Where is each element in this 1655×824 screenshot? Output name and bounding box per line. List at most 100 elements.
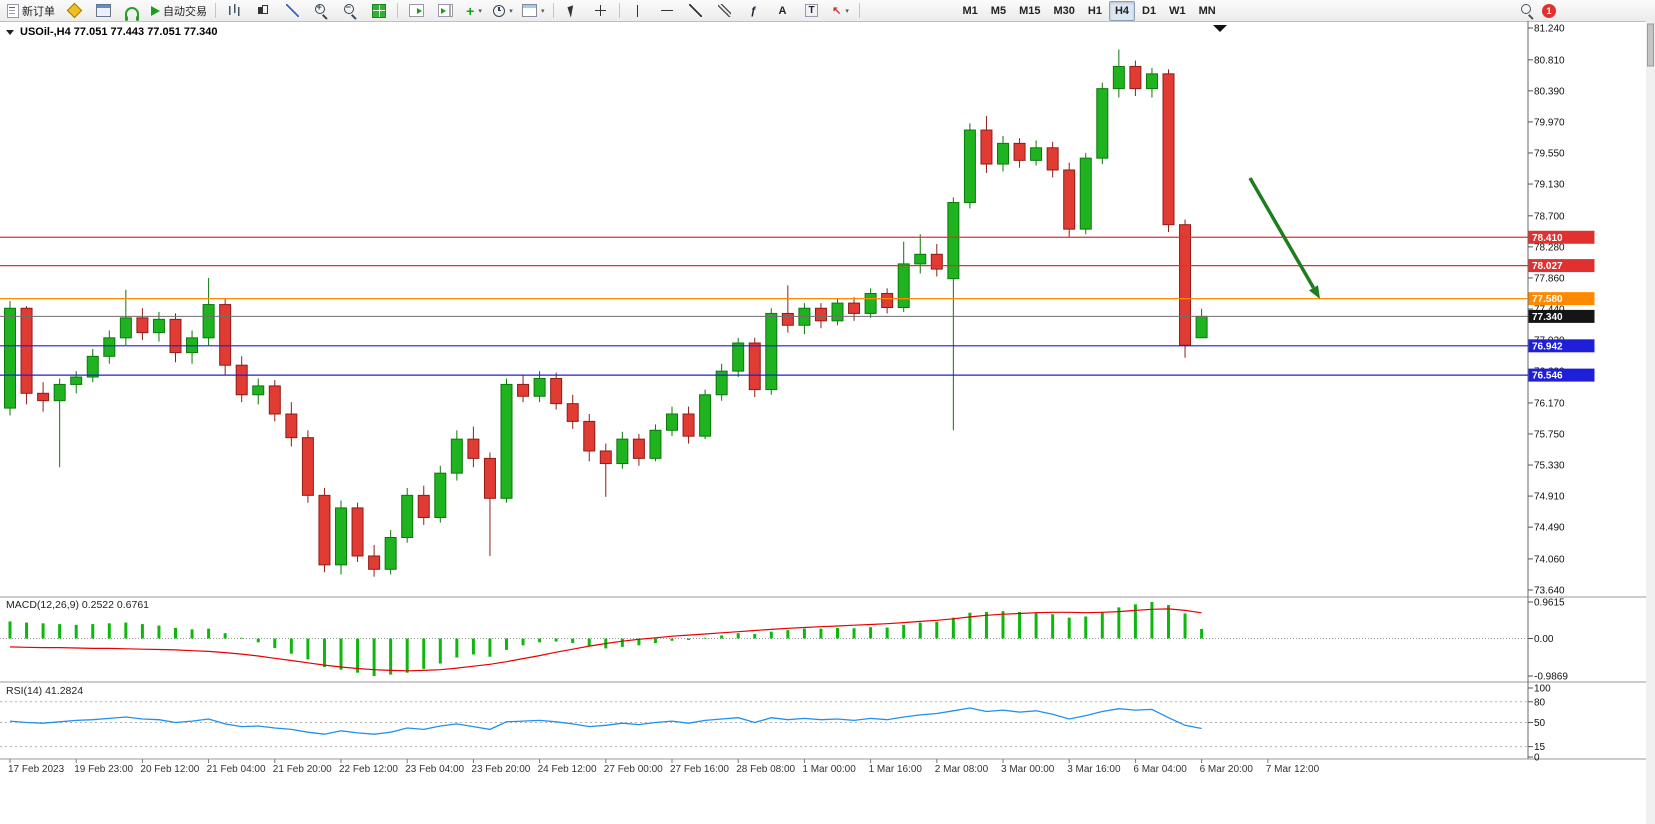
scrollbar-thumb[interactable] [1647, 23, 1654, 67]
chevron-down-icon: ▾ [509, 7, 513, 15]
svg-text:76.942: 76.942 [1532, 341, 1563, 352]
autotrading-button-label: 自动交易 [163, 5, 207, 18]
timeframe-button-m1[interactable]: M1 [957, 1, 984, 21]
fibonacci-button-icon: ƒ [750, 4, 757, 17]
svg-text:74.490: 74.490 [1534, 523, 1565, 534]
svg-text:-0.9869: -0.9869 [1534, 672, 1568, 683]
one-click-trading-arrow-icon[interactable] [6, 29, 14, 35]
charts-window-button[interactable] [89, 1, 117, 21]
svg-text:73.640: 73.640 [1534, 585, 1565, 596]
svg-text:0: 0 [1534, 753, 1540, 764]
notifications-badge[interactable]: 1 [1542, 3, 1556, 18]
crosshair-icon [594, 4, 608, 17]
candle-icon [257, 4, 269, 17]
channel-icon [718, 4, 732, 17]
auto-scroll-button[interactable] [402, 1, 430, 21]
chart-shift-button[interactable] [431, 1, 459, 21]
tile-windows-button[interactable] [365, 1, 393, 21]
linechart-icon [285, 4, 299, 17]
chart-ohlc-info: USOil-,H4 77.051 77.443 77.051 77.340 [20, 26, 218, 38]
trendline-button[interactable] [682, 1, 710, 21]
object-marker-icon[interactable] [1213, 25, 1227, 32]
svg-text:22 Feb 12:00: 22 Feb 12:00 [339, 764, 398, 775]
template-icon [522, 4, 537, 17]
trend-arrow-object[interactable] [1248, 177, 1320, 299]
timeframe-button-m15[interactable]: M15 [1013, 1, 1046, 21]
svg-text:23 Feb 20:00: 23 Feb 20:00 [471, 764, 530, 775]
horizontal-line-button[interactable] [653, 1, 681, 21]
crosshair-button[interactable] [587, 1, 615, 21]
horizontal-line-objects[interactable] [0, 236, 1528, 376]
svg-text:80: 80 [1534, 697, 1546, 708]
line-chart-button[interactable] [278, 1, 306, 21]
channel-button[interactable] [711, 1, 739, 21]
svg-text:100: 100 [1534, 684, 1551, 695]
svg-text:78.280: 78.280 [1534, 242, 1565, 253]
toolbar-separator [858, 3, 860, 18]
svg-text:75.750: 75.750 [1534, 429, 1565, 440]
metaeditor-button[interactable] [60, 1, 88, 21]
templates-button[interactable]: ▾ [518, 1, 549, 21]
search-button[interactable] [1513, 1, 1541, 21]
new-order-button[interactable]: 新订单 [3, 1, 59, 21]
bar-chart-button[interactable] [220, 1, 248, 21]
toolbar-separator [397, 3, 398, 18]
periods-button[interactable]: ▾ [489, 1, 517, 21]
zoomin-icon [314, 3, 325, 14]
timeframe-button-h4[interactable]: H4 [1108, 0, 1136, 21]
timeframe-button-w1[interactable]: W1 [1163, 1, 1192, 21]
timeframe-button-m1-label: M1 [962, 4, 978, 17]
mag-icon [1520, 4, 1531, 14]
svg-text:2 Mar 08:00: 2 Mar 08:00 [935, 764, 989, 775]
autoscroll-icon [408, 4, 424, 17]
svg-text:27 Feb 00:00: 27 Feb 00:00 [604, 764, 663, 775]
chevron-down-icon: ▾ [478, 7, 482, 15]
autotrading-button[interactable]: 自动交易 [147, 1, 211, 21]
timeframe-button-h1[interactable]: H1 [1082, 1, 1108, 21]
text-button-icon: A [778, 4, 787, 17]
svg-text:0.00: 0.00 [1534, 634, 1554, 645]
svg-text:80.390: 80.390 [1534, 86, 1565, 97]
timeframe-button-d1[interactable]: D1 [1136, 1, 1162, 21]
headset-button[interactable] [118, 1, 146, 21]
text-button[interactable]: A [769, 1, 797, 21]
candlestick-chart-button[interactable] [249, 1, 277, 21]
candlestick-series [4, 49, 1208, 577]
arrows-button-icon: ↖ [832, 5, 842, 17]
timeframe-button-w1-label: W1 [1169, 4, 1186, 17]
price-tags: 78.410 78.027 77.580 76.942 76.546 77.340 [1528, 230, 1595, 382]
svg-text:17 Feb 2023: 17 Feb 2023 [8, 764, 65, 775]
time-axis: 17 Feb 2023 19 Feb 23:00 20 Feb 12:00 21 Fe… [8, 759, 1320, 775]
cursor-button[interactable] [558, 1, 586, 21]
svg-text:78.027: 78.027 [1532, 261, 1563, 272]
hline-icon [660, 5, 674, 16]
svg-text:21 Feb 04:00: 21 Feb 04:00 [207, 764, 266, 775]
svg-text:1 Mar 16:00: 1 Mar 16:00 [869, 764, 923, 775]
zoom-in-button[interactable] [307, 1, 335, 21]
chart-title: USOil-,H4 77.051 77.443 77.051 77.340 [6, 26, 218, 38]
svg-text:78.410: 78.410 [1532, 233, 1563, 244]
timeframe-button-d1-label: D1 [1142, 4, 1157, 17]
label-button[interactable]: T [798, 1, 826, 21]
fibonacci-button[interactable]: ƒ [740, 1, 768, 21]
vertical-scrollbar[interactable] [1646, 21, 1655, 824]
chevron-down-icon: ▾ [845, 7, 849, 15]
tile-icon [372, 3, 386, 18]
vertical-line-button[interactable] [624, 1, 652, 21]
svg-text:76.170: 76.170 [1534, 398, 1565, 409]
timeframe-button-m5[interactable]: M5 [985, 1, 1012, 21]
svg-text:78.700: 78.700 [1534, 211, 1565, 222]
timeframe-button-mn[interactable]: MN [1193, 1, 1222, 21]
zoom-out-button[interactable] [336, 1, 364, 21]
new-order-button-label: 新订单 [22, 5, 55, 18]
svg-text:77.580: 77.580 [1532, 294, 1563, 305]
timeframe-button-m30[interactable]: M30 [1047, 1, 1080, 21]
bars-icon [228, 4, 240, 17]
trendline-icon [689, 4, 703, 17]
macd-indicator-label: MACD(12,26,9) 0.2522 0.6761 [6, 599, 150, 611]
chart-canvas[interactable]: 81.240 80.810 80.390 79.970 79.550 79.130 78.7… [0, 21, 1655, 824]
svg-text:0.9615: 0.9615 [1534, 598, 1565, 609]
arrows-button[interactable]: ↖ ▾ [827, 1, 855, 21]
indicators-button-icon: + [466, 2, 475, 19]
indicators-button[interactable]: + ▾ [460, 1, 488, 21]
